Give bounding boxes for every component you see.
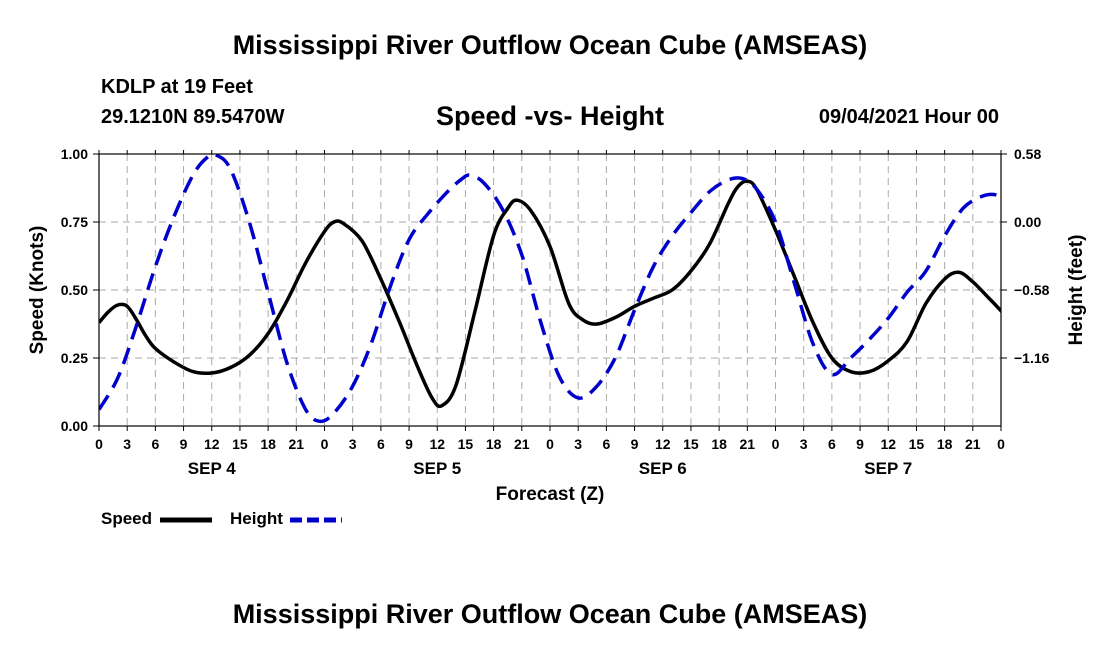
y-tick-label: 0.50: [61, 282, 88, 298]
x-tick-label: 0: [997, 436, 1005, 452]
x-tick-label: 18: [937, 436, 953, 452]
height-series-line: [99, 154, 1001, 424]
x-tick-label: 12: [880, 436, 896, 452]
y-tick-label: 0.75: [61, 214, 88, 230]
x-day-label: SEP 4: [188, 459, 236, 478]
legend-speed-label: Speed: [101, 509, 153, 528]
coordinates-label: 29.1210N 89.5470W: [101, 106, 285, 128]
x-tick-label: 6: [151, 436, 159, 452]
chart-subtitle: Speed -vs- Height: [435, 101, 665, 131]
x-tick-label: 9: [180, 436, 188, 452]
x-tick-label: 12: [204, 436, 220, 452]
x-tick-label: 0: [772, 436, 780, 452]
y-tick-label: 0.00: [61, 418, 88, 434]
grid: [99, 154, 1001, 426]
x-tick-label: 18: [486, 436, 502, 452]
x-tick-label: 15: [232, 436, 248, 452]
x-tick-label: 18: [260, 436, 276, 452]
y-axis-title: Speed (Knots): [27, 226, 48, 355]
x-tick-label: 21: [514, 436, 530, 452]
station-label: KDLP at 19 Feet: [101, 76, 253, 98]
x-tick-label: 15: [458, 436, 474, 452]
x-tick-label: 9: [631, 436, 639, 452]
x-tick-label: 15: [683, 436, 699, 452]
x-tick-label: 21: [965, 436, 981, 452]
x-day-label: SEP 7: [864, 459, 912, 478]
main-title: Mississippi River Outflow Ocean Cube (AM…: [232, 30, 868, 60]
x-tick-label: 18: [711, 436, 727, 452]
y2-tick-label: 0.00: [1014, 214, 1041, 230]
x-axis-title: Forecast (Z): [496, 484, 605, 505]
speed-series-line: [99, 179, 1001, 409]
x-tick-label: 12: [655, 436, 671, 452]
y-tick-label: 1.00: [61, 146, 88, 162]
x-tick-label: 21: [289, 436, 305, 452]
x-tick-label: 3: [800, 436, 808, 452]
y2-tick-label: 0.58: [1014, 146, 1041, 162]
x-tick-label: 3: [574, 436, 582, 452]
x-tick-label: 12: [429, 436, 445, 452]
x-tick-label: 0: [546, 436, 554, 452]
footer-title: Mississippi River Outflow Ocean Cube (AM…: [232, 599, 868, 629]
x-tick-label: 9: [405, 436, 413, 452]
x-tick-label: 15: [909, 436, 925, 452]
x-tick-label: 6: [377, 436, 385, 452]
x-tick-label: 6: [828, 436, 836, 452]
series-layer: [99, 154, 1001, 424]
x-day-label: SEP 6: [639, 459, 687, 478]
axes: 0 3 6 9 12 15 18 21 0 3 6 9 12 15 18 21 0 3 6 9 12 15 18 21 0 3 6 9…: [61, 146, 1050, 478]
forecast-datestamp: 09/04/2021 Hour 00: [818, 106, 999, 128]
x-tick-label: 21: [740, 436, 756, 452]
y2-axis-title: Height (feet): [1066, 235, 1087, 346]
x-tick-label: 0: [95, 436, 103, 452]
x-tick-label: 9: [856, 436, 864, 452]
legend-height-label: Height: [230, 509, 283, 528]
x-tick-label: 0: [321, 436, 329, 452]
y-tick-label: 0.25: [61, 350, 88, 366]
y2-tick-label: −0.58: [1014, 282, 1050, 298]
x-day-label: SEP 5: [413, 459, 461, 478]
x-tick-label: 3: [123, 436, 131, 452]
x-tick-label: 3: [349, 436, 357, 452]
y2-tick-label: −1.16: [1014, 350, 1050, 366]
x-tick-label: 6: [602, 436, 610, 452]
